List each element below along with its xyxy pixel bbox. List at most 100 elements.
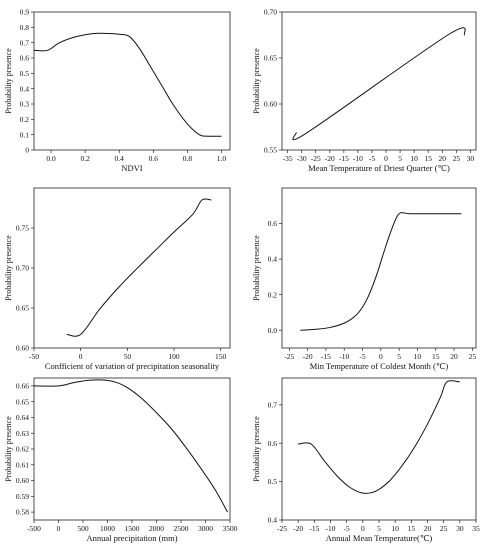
x-tick-label: -20 (325, 154, 335, 163)
x-tick-label: -50 (29, 352, 39, 361)
x-tick-label: 20 (424, 524, 432, 533)
y-tick-label: 0.75 (16, 224, 29, 233)
plot-frame (33, 187, 231, 349)
x-tick-label: 0 (379, 352, 383, 361)
y-tick-label: 0.61 (16, 460, 29, 469)
x-tick-label: 10 (414, 352, 422, 361)
y-tick-label: 0.66 (16, 381, 29, 390)
chart-panel-2: -35 -30 -25 -20 -15 -10 -5 0 5 10 15 20 25 30 0.55 0.60… (252, 8, 477, 173)
x-tick-label: -500 (27, 524, 41, 533)
x-tick-label: 30 (456, 524, 464, 533)
y-tick-label: 0.8 (20, 23, 30, 32)
y-tick-label: 0.70 (16, 264, 29, 273)
y-tick-label: 0.60 (264, 100, 277, 109)
x-tick-label: 20 (450, 352, 458, 361)
x-axis-label: Annual Mean Temperature(℃) (326, 533, 433, 543)
x-tick-label: 0 (57, 524, 61, 533)
y-tick-label: 0.1 (20, 130, 30, 139)
y-tick-label: 0.55 (264, 146, 277, 155)
x-tick-label: -35 (283, 154, 293, 163)
x-tick-label: -15 (339, 154, 349, 163)
y-tick-label: 0.65 (16, 397, 29, 406)
y-axis-label: Probability presence (252, 48, 261, 114)
y-tick-label: 0.4 (20, 84, 30, 93)
x-tick-label: 2000 (149, 524, 164, 533)
x-tick-label: -10 (326, 524, 336, 533)
x-tick-label: -5 (369, 154, 375, 163)
x-tick-label: 0.8 (183, 154, 193, 163)
x-tick-label: 0.0 (46, 154, 56, 163)
y-tick-label: 0.6 (268, 219, 278, 228)
x-tick-label: 3500 (223, 524, 238, 533)
y-axis-label: Probability presence (4, 235, 13, 301)
y-tick-label: 0.64 (16, 413, 29, 422)
y-axis-label: Probability presence (252, 416, 261, 482)
y-tick-label: 0.3 (20, 100, 30, 109)
y-tick-label: 0.62 (16, 445, 29, 454)
y-tick-label: 0.59 (16, 492, 29, 501)
chart-panel-5: -500 0 500 1000 1500 2000 2500 3000 3500 0.58 0.59… (4, 377, 238, 543)
series-line (292, 27, 466, 141)
y-tick-label: 0.60 (16, 344, 29, 353)
x-tick-label: 20 (439, 154, 447, 163)
x-tick-label: 25 (453, 154, 461, 163)
x-tick-label: 35 (472, 524, 480, 533)
plot-frame (281, 377, 477, 521)
y-axis-label: Probability presence (252, 235, 261, 301)
x-tick-label: 0.6 (149, 154, 159, 163)
x-tick-label: -20 (303, 352, 313, 361)
x-tick-label: -20 (293, 524, 303, 533)
x-tick-label: 30 (467, 154, 475, 163)
x-tick-label: -15 (321, 352, 331, 361)
x-tick-label: -5 (344, 524, 350, 533)
y-tick-label: 0.60 (16, 476, 29, 485)
y-tick-label: 0.5 (268, 477, 278, 486)
x-tick-label: 0 (384, 154, 388, 163)
y-tick-label: 0.2 (20, 115, 30, 124)
x-axis-label: Confficient of variation of precipitatio… (45, 361, 220, 371)
x-tick-label: -15 (309, 524, 319, 533)
x-tick-label: 1000 (100, 524, 115, 533)
y-tick-label: 0.6 (268, 439, 278, 448)
x-tick-label: 500 (77, 524, 89, 533)
y-axis-label: Probability presence (4, 416, 13, 482)
x-axis-label: Min Temperature of Coldest Month (℃) (310, 361, 449, 371)
y-tick-label: 0.65 (16, 304, 29, 313)
y-tick-label: 0.5 (20, 69, 30, 78)
y-tick-label: 0.70 (264, 8, 277, 17)
x-tick-label: -30 (297, 154, 307, 163)
x-axis-label: Mean Temperature of Driest Quarter (℃) (308, 163, 450, 173)
chart-panel-3: -50 0 50 100 150 0.60 0.65 0.70 0.75 Confficient … (4, 187, 231, 371)
y-tick-label: 0.65 (264, 54, 277, 63)
y-tick-label: 0.7 (20, 38, 30, 47)
chart-panel-4: -25 -20 -15 -10 -5 0 5 10 15 20 25 0.0 0.2 0.4 0.6 Min … (252, 187, 477, 371)
x-tick-label: 25 (469, 352, 477, 361)
x-tick-label: 1500 (125, 524, 140, 533)
y-tick-label: 0.4 (268, 516, 278, 525)
y-tick-label: 0.0 (268, 326, 278, 335)
plot-frame (281, 11, 477, 151)
y-tick-label: 0.6 (20, 54, 30, 63)
x-tick-label: 0 (361, 524, 365, 533)
x-tick-label: 15 (424, 154, 432, 163)
y-tick-label: 0.4 (268, 255, 278, 264)
x-tick-label: -25 (277, 524, 287, 533)
x-tick-label: 10 (410, 154, 418, 163)
x-tick-label: 25 (440, 524, 448, 533)
x-tick-label: 5 (377, 524, 381, 533)
x-tick-label: 15 (408, 524, 416, 533)
x-axis-label: NDVI (121, 163, 142, 173)
y-tick-label: 0.7 (268, 400, 278, 409)
plot-frame (281, 187, 477, 349)
plot-frame (33, 11, 231, 151)
x-tick-label: 5 (397, 352, 401, 361)
plot-frame (33, 377, 231, 521)
y-tick-label: 0.2 (268, 290, 278, 299)
x-tick-label: -10 (339, 352, 349, 361)
x-tick-label: 150 (215, 352, 227, 361)
y-tick-label: 0 (25, 146, 29, 155)
x-tick-label: 0.2 (80, 154, 90, 163)
y-tick-label: 0.58 (16, 508, 29, 517)
x-tick-label: 2500 (174, 524, 189, 533)
